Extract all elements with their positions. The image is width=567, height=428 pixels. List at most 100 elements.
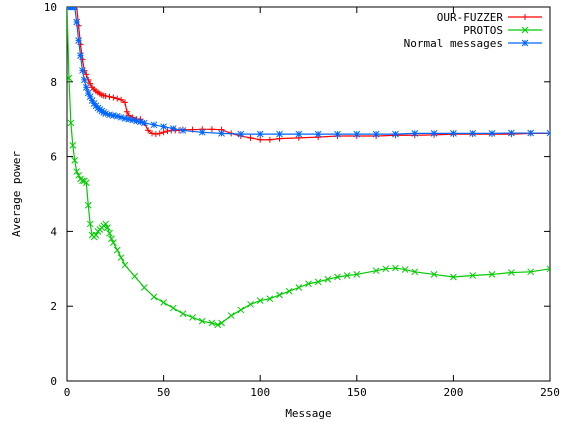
data-point — [150, 121, 158, 129]
y-tick-label: 6 — [50, 151, 57, 164]
data-point — [118, 96, 125, 103]
data-point — [140, 119, 148, 127]
data-point — [160, 129, 167, 136]
data-point — [100, 109, 108, 116]
data-point — [208, 126, 215, 133]
data-point — [508, 129, 515, 137]
data-point — [189, 314, 196, 321]
series-normal-messages — [67, 7, 550, 138]
series-line — [67, 7, 550, 326]
data-point — [324, 275, 332, 283]
data-point — [450, 273, 457, 281]
data-point — [247, 300, 254, 308]
data-point — [488, 130, 496, 137]
y-tick-label: 0 — [50, 375, 57, 388]
data-point — [73, 18, 81, 26]
data-point — [102, 110, 109, 117]
data-point — [86, 220, 94, 228]
data-point — [117, 113, 125, 121]
legend-entry: Normal messages — [404, 37, 542, 50]
data-point — [114, 95, 121, 102]
legend-marker — [522, 14, 528, 20]
y-tick-label: 2 — [50, 300, 57, 313]
data-point — [508, 269, 515, 276]
data-point — [102, 220, 109, 228]
data-point — [73, 168, 81, 175]
data-point — [382, 265, 390, 273]
data-point — [113, 112, 121, 120]
data-point — [87, 80, 94, 87]
y-tick-label: 4 — [50, 225, 57, 238]
data-point — [527, 129, 535, 137]
legend-entry: PROTOS — [463, 24, 542, 37]
data-point — [276, 291, 283, 299]
data-point — [160, 123, 167, 131]
data-point — [353, 271, 361, 278]
data-point — [314, 278, 322, 286]
x-tick-label: 100 — [250, 386, 270, 399]
data-point — [69, 142, 77, 149]
data-point — [546, 129, 550, 137]
data-point — [411, 130, 419, 137]
data-point — [295, 130, 303, 138]
data-point — [121, 115, 129, 122]
data-point — [198, 317, 206, 325]
y-tick-label: 8 — [50, 76, 57, 89]
data-point — [169, 125, 177, 132]
data-point — [86, 93, 94, 101]
legend-marker — [521, 26, 529, 34]
data-point — [179, 310, 187, 318]
data-point — [546, 265, 550, 273]
data-point — [218, 319, 225, 327]
series-protos — [67, 7, 550, 329]
legend-label: OUR-FUZZER — [437, 11, 504, 24]
x-tick-label: 50 — [157, 386, 170, 399]
data-point — [285, 287, 293, 295]
legend-entry: OUR-FUZZER — [437, 11, 542, 24]
data-point — [145, 127, 152, 134]
data-point — [266, 295, 274, 303]
data-point — [110, 94, 117, 101]
data-point — [121, 261, 129, 269]
data-point — [150, 293, 158, 301]
data-point — [106, 93, 113, 100]
data-point — [305, 280, 312, 288]
data-point — [334, 130, 341, 138]
data-point — [450, 130, 457, 137]
data-point — [71, 7, 79, 11]
data-point — [169, 304, 177, 312]
data-point — [108, 235, 115, 243]
data-point — [198, 128, 206, 136]
data-point — [125, 115, 133, 123]
data-point — [164, 128, 171, 135]
data-point — [353, 130, 361, 138]
data-point — [121, 99, 128, 106]
data-point — [488, 271, 496, 278]
data-point — [75, 37, 82, 45]
data-point — [82, 179, 90, 187]
x-tick-label: 150 — [347, 386, 367, 399]
data-point — [214, 321, 222, 329]
data-point — [392, 130, 399, 138]
data-point — [110, 239, 117, 246]
data-point — [110, 112, 117, 119]
plot-frame — [66, 6, 551, 382]
data-point — [343, 272, 351, 279]
data-point — [131, 272, 138, 280]
x-tick-label: 250 — [540, 386, 560, 399]
data-point — [75, 171, 82, 179]
data-point — [137, 118, 144, 126]
data-point — [237, 130, 245, 138]
data-point — [140, 284, 148, 291]
y-tick-label: 10 — [44, 1, 57, 14]
data-point — [372, 267, 380, 275]
data-point — [117, 254, 125, 261]
data-point — [401, 266, 409, 273]
data-point — [334, 273, 341, 281]
data-point — [257, 136, 264, 143]
data-point — [77, 52, 84, 59]
data-point — [276, 130, 283, 138]
data-point — [430, 271, 438, 278]
legend-label: PROTOS — [463, 24, 503, 37]
y-axis-label: Average power — [10, 151, 23, 237]
